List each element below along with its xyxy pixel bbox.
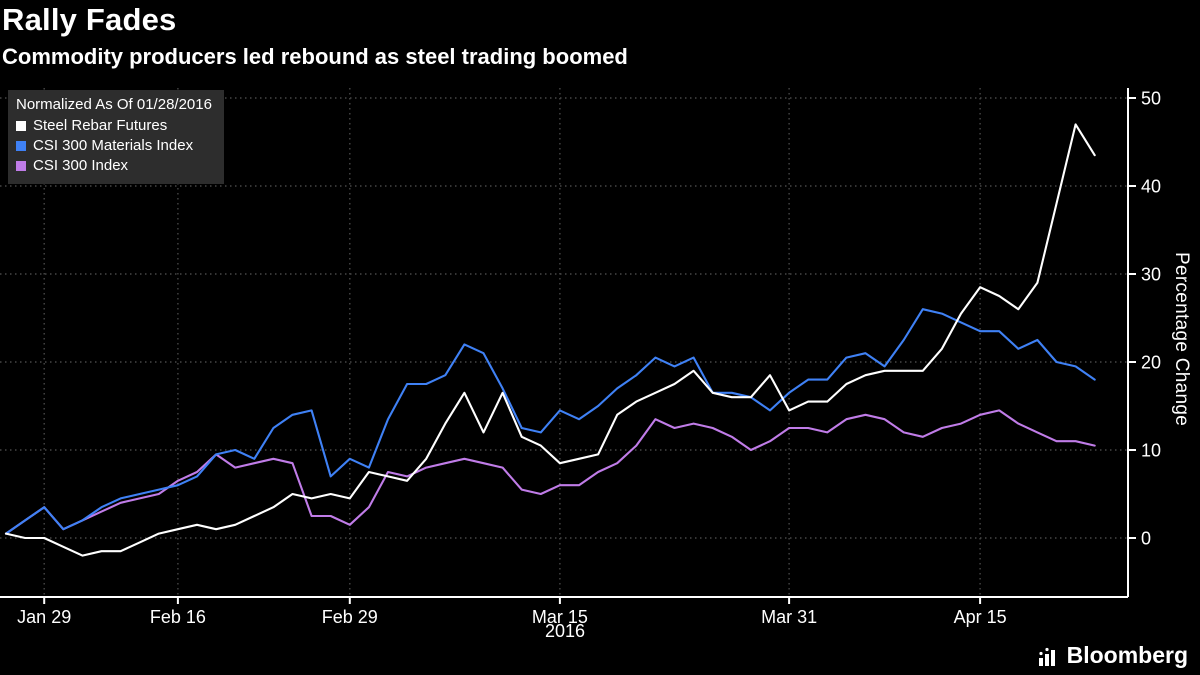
x-tick-label: Mar 15 [532, 607, 588, 627]
y-tick-label: 50 [1141, 89, 1161, 109]
legend-swatch-csi-300-index [16, 161, 26, 171]
x-tick-label: Apr 15 [954, 607, 1007, 627]
x-tick-label: Jan 29 [17, 607, 71, 627]
legend: Normalized As Of 01/28/2016 Steel Rebar … [8, 90, 224, 184]
bloomberg-wordmark: Bloomberg [1066, 642, 1188, 668]
legend-item-steel-rebar-futures: Steel Rebar Futures [16, 116, 212, 136]
series-line [4, 409, 1096, 535]
y-tick-label: 20 [1141, 353, 1161, 373]
legend-label-csi-300-materials-index: CSI 300 Materials Index [33, 137, 194, 154]
legend-label-csi-300-index: CSI 300 Index [33, 157, 129, 174]
bloomberg-chart-bars-icon [1038, 647, 1055, 666]
y-tick-label: 0 [1141, 529, 1151, 549]
x-tick-label: Mar 31 [761, 607, 817, 627]
legend-item-csi-300-index: CSI 300 Index [16, 156, 212, 176]
legend-swatch-csi-300-materials-index [16, 141, 26, 151]
bloomberg-logo: Bloomberg [1037, 642, 1188, 669]
legend-note: Normalized As Of 01/28/2016 [16, 96, 212, 113]
page-title: Rally Fades [2, 2, 177, 37]
series-line [4, 308, 1096, 535]
legend-swatch-steel-rebar-futures [16, 121, 26, 131]
x-tick-label: Feb 29 [322, 607, 378, 627]
legend-item-csi-300-materials-index: CSI 300 Materials Index [16, 136, 212, 156]
legend-label-steel-rebar-futures: Steel Rebar Futures [33, 117, 168, 134]
x-axis-year-label: 2016 [544, 621, 586, 641]
series-line [4, 123, 1096, 557]
y-axis-title: Percentage Change [1171, 252, 1192, 427]
x-tick-label: Feb 16 [150, 607, 206, 627]
page-subtitle: Commodity producers led rebound as steel… [2, 44, 628, 69]
y-tick-label: 40 [1141, 177, 1161, 197]
y-tick-label: 30 [1141, 265, 1161, 285]
y-tick-label: 10 [1141, 441, 1161, 461]
